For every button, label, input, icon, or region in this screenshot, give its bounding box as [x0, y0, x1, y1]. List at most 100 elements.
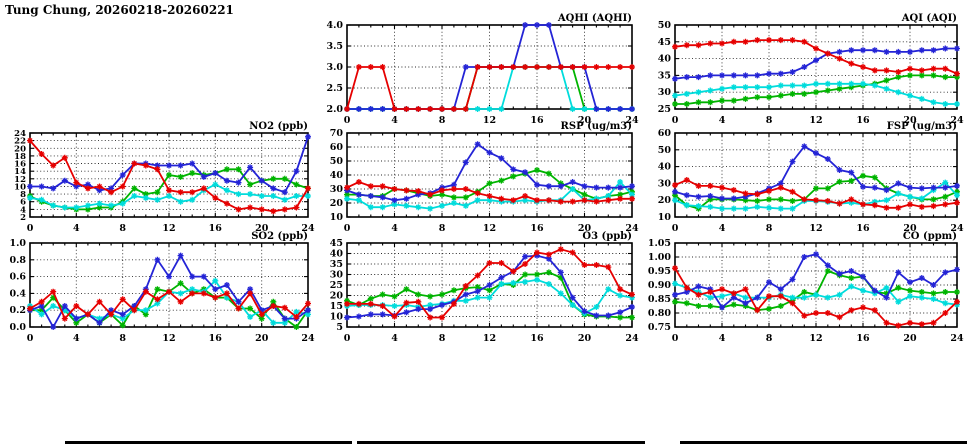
x-tick-label: 12: [483, 223, 496, 234]
y-tick-label: 20: [14, 144, 26, 154]
fsp-blue-markers: [672, 143, 960, 202]
y-tick-label: 10: [658, 212, 672, 223]
x-tick-label: 20: [903, 333, 917, 344]
y-tick-label: 20: [330, 198, 344, 209]
rsp-title: RSP (ug/m3): [561, 121, 632, 132]
x-tick-label: 16: [209, 333, 223, 344]
y-tick-label: 40: [658, 162, 672, 173]
y-tick-label: 10: [14, 183, 26, 193]
y-tick-label: 30: [330, 184, 344, 195]
o3-blue-markers: [344, 252, 635, 321]
y-tick-label: 2.0: [326, 104, 343, 115]
y-tick-label: 1.05: [648, 238, 671, 249]
y-tick-label: 4.0: [326, 20, 343, 31]
y-tick-label: 70: [330, 128, 344, 139]
y-tick-label: 24: [14, 129, 26, 139]
co-red-markers: [672, 265, 960, 329]
x-tick-label: 24: [950, 115, 964, 126]
o3-red-markers: [344, 246, 635, 321]
x-tick-label: 4: [73, 223, 80, 234]
x-tick-label: 24: [625, 223, 639, 234]
x-tick-label: 20: [903, 115, 917, 126]
y-tick-label: 35: [658, 70, 671, 81]
plot-border: [346, 242, 633, 328]
fsp-title: FSP (ug/m3): [887, 121, 957, 132]
y-tick-label: 30: [658, 87, 672, 98]
aqi-title: AQI (AQI): [901, 13, 957, 24]
no2-red-markers: [27, 137, 311, 215]
y-tick-label: 18: [14, 152, 26, 162]
x-tick-label: 24: [301, 223, 315, 234]
y-tick-label: 60: [330, 142, 344, 153]
y-tick-label: 1.00: [648, 252, 672, 263]
x-tick-label: 12: [809, 223, 822, 234]
x-tick-label: 0: [344, 223, 351, 234]
y-tick-label: 0.80: [648, 308, 672, 319]
x-tick-label: 4: [391, 223, 398, 234]
aqhi-svg: 2.0 2.5 3.0 3.5 4.0 0 4 8 12 16 20 24 AQHI (AQHI): [326, 13, 639, 126]
x-tick-label: 0: [672, 223, 679, 234]
x-tick-label: 24: [950, 333, 964, 344]
y-tick-label: 0.95: [648, 266, 671, 277]
y-tick-label: 30: [330, 270, 344, 281]
x-tick-label: 12: [162, 333, 175, 344]
x-tick-label: 8: [766, 115, 773, 126]
x-tick-label: 24: [625, 115, 639, 126]
y-tick-label: 45: [330, 238, 343, 249]
y-tick-label: 6: [20, 198, 26, 208]
y-tick-label: 25: [330, 280, 343, 291]
y-tick-label: 20: [330, 291, 344, 302]
y-tick-label: 35: [330, 259, 343, 270]
x-tick-label: 20: [578, 223, 592, 234]
x-tick-label: 12: [809, 115, 822, 126]
y-tick-label: 0.6: [9, 272, 26, 283]
so2-svg: 0.0 0.2 0.4 0.6 0.8 1.0 0 4 8 12 16 20 24 SO2 (ppb): [9, 231, 315, 344]
x-tick-label: 4: [719, 115, 726, 126]
y-tick-label: 40: [658, 54, 672, 65]
x-tick-label: 20: [578, 333, 592, 344]
o3-title: O3 (ppb): [582, 231, 632, 242]
co-title: CO (ppm): [903, 231, 957, 242]
y-tick-label: 0.85: [648, 294, 671, 305]
x-tick-label: 4: [391, 333, 398, 344]
aqhi-chart: 2.0 2.5 3.0 3.5 4.0 0 4 8 12 16 20 24 AQHI (AQHI): [315, 11, 646, 127]
co-chart: 0.75 0.80 0.85 0.90 0.95 1.00 1.05 0 4 8 12 16 20 24 C…: [643, 229, 971, 345]
aqi-red-markers: [672, 37, 960, 77]
plot-border: [674, 24, 958, 110]
aqi-chart: 25 30 35 40 45 50 0 4 8 12 16 20 24 AQI (AQI): [643, 11, 971, 127]
x-tick-label: 8: [766, 333, 773, 344]
page-title: Tung Chung, 20260218-20260221: [5, 3, 234, 17]
x-tick-label: 24: [625, 333, 639, 344]
y-tick-label: 0.75: [648, 322, 671, 333]
x-tick-label: 24: [950, 223, 964, 234]
y-tick-label: 0.4: [9, 288, 26, 299]
so2-chart: 0.0 0.2 0.4 0.6 0.8 1.0 0 4 8 12 16 20 24 SO2 (ppb): [0, 229, 322, 345]
y-tick-label: 12: [14, 175, 26, 185]
fsp-red-markers: [672, 177, 960, 211]
x-tick-label: 20: [903, 223, 917, 234]
y-tick-label: 10: [330, 212, 344, 223]
y-tick-label: 0.8: [9, 255, 26, 266]
co-svg: 0.75 0.80 0.85 0.90 0.95 1.00 1.05 0 4 8 12 16 20 24 C…: [648, 231, 964, 344]
no2-cyan-markers: [27, 181, 311, 211]
x-tick-label: 12: [483, 115, 496, 126]
x-tick-label: 8: [439, 115, 446, 126]
bottom-divider: [65, 441, 352, 444]
y-tick-label: 5: [336, 322, 343, 333]
x-tick-label: 16: [209, 223, 223, 234]
x-tick-label: 8: [119, 333, 126, 344]
x-tick-label: 8: [439, 223, 446, 234]
y-tick-label: 2: [20, 213, 26, 223]
x-tick-label: 8: [766, 223, 773, 234]
x-tick-label: 24: [301, 333, 315, 344]
y-tick-label: 16: [14, 160, 26, 170]
x-tick-label: 4: [719, 333, 726, 344]
y-tick-label: 3.5: [326, 41, 343, 52]
y-tick-label: 22: [14, 137, 26, 147]
x-tick-label: 8: [119, 223, 126, 234]
rsp-svg: 10 20 30 40 50 60 70 0 4 8 12 16 20 24 RSP (ug/m3): [330, 121, 639, 234]
rsp-red-markers: [344, 179, 635, 205]
no2-chart: 2 4 6 8 10 12 14 16 18 20 22 24 0 4 8 12 16 20 24 NO2 (ppb): [0, 119, 322, 235]
x-tick-label: 20: [255, 333, 269, 344]
